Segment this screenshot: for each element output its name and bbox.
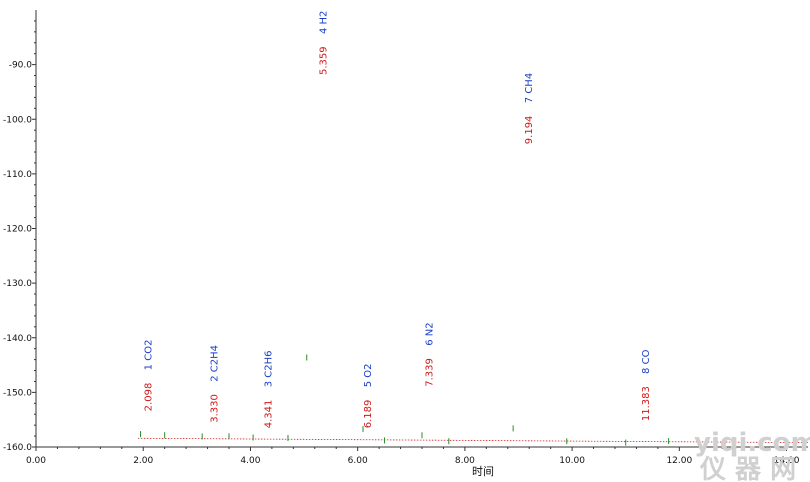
peak-compound-name: 2 C2H4 — [210, 345, 221, 382]
watermark: yiqi.com 仪 器 网 — [694, 428, 810, 482]
peak-retention-time: 11.383 — [641, 386, 652, 421]
peak-compound-name: 8 CO — [641, 349, 652, 374]
peak-compound-name: 4 H2 — [318, 11, 329, 34]
x-tick-label: 14.00 — [774, 456, 800, 466]
y-tick-label: -140.0 — [3, 334, 32, 344]
peak-label-c2h6: 4.341 3 C2H6 — [264, 350, 275, 428]
peak-retention-time: 7.339 — [424, 358, 435, 387]
curve-group — [137, 354, 808, 446]
peak-compound-name: 7 CH4 — [524, 73, 535, 103]
peak-label-c2h4: 3.330 2 C2H4 — [210, 345, 221, 423]
peak-compound-name: 5 O2 — [363, 363, 374, 387]
peak-retention-time: 4.341 — [264, 400, 275, 429]
y-tick-label: -90.0 — [9, 61, 33, 71]
peak-label-co2: 2.098 1 CO2 — [143, 340, 154, 412]
peak-compound-name: 6 N2 — [424, 322, 435, 345]
y-tick-label: -150.0 — [3, 388, 32, 398]
peak-retention-time: 3.330 — [210, 394, 221, 423]
peak-label-ch4: 9.194 7 CH4 — [524, 73, 535, 144]
x-tick-label: 0.00 — [26, 456, 46, 466]
peak-label-co: 11.383 8 CO — [641, 349, 652, 421]
y-tick-label: -130.0 — [3, 279, 32, 289]
peak-label-h2: 5.359 4 H2 — [318, 11, 329, 75]
peak-compound-name: 1 CO2 — [143, 340, 154, 371]
watermark-line2: 仪 器 网 — [699, 455, 796, 482]
peak-retention-time: 5.359 — [318, 46, 329, 75]
peak-retention-time: 2.098 — [143, 383, 154, 412]
x-tick-label: 4.00 — [240, 456, 260, 466]
x-axis-title: 时间 — [472, 465, 494, 478]
y-tick-label: -120.0 — [3, 225, 32, 235]
y-tick-label: -110.0 — [3, 170, 32, 180]
y-tick-label: -160.0 — [3, 443, 32, 453]
x-tick-label: 12.00 — [666, 456, 692, 466]
peak-label-o2: 6.189 5 O2 — [363, 363, 374, 428]
x-tick-label: 8.00 — [455, 456, 475, 466]
integration-baseline — [137, 437, 808, 444]
x-tick-label: 2.00 — [133, 456, 153, 466]
peak-retention-time: 9.194 — [524, 116, 535, 145]
peak-retention-time: 6.189 — [363, 400, 374, 429]
x-tick-label: 10.00 — [559, 456, 585, 466]
x-tick-label: 6.00 — [348, 456, 368, 466]
peak-compound-name: 3 C2H6 — [264, 350, 275, 387]
y-tick-label: -100.0 — [3, 115, 32, 125]
peak-label-n2: 7.339 6 N2 — [424, 322, 435, 386]
watermark-line1: yiqi.com — [694, 428, 810, 458]
